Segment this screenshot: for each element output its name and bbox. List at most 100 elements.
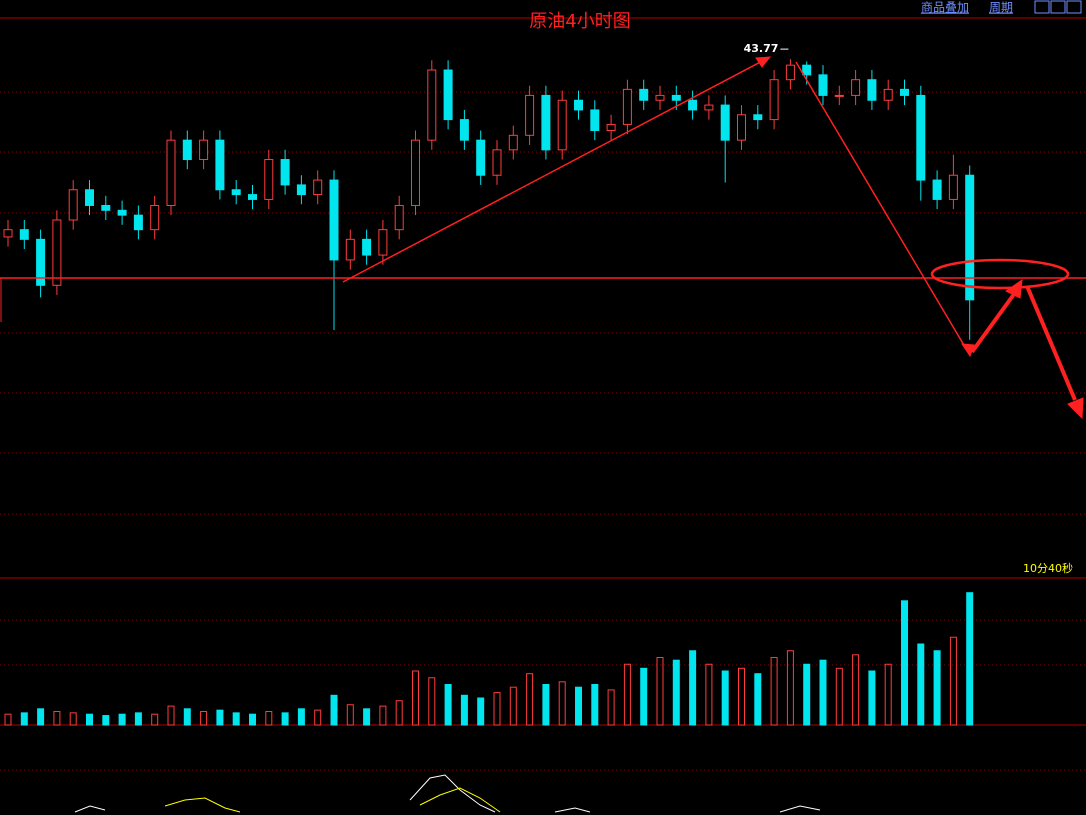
nav-left[interactable] — [1034, 0, 1050, 14]
volume-bar — [249, 713, 256, 726]
candle-body — [264, 159, 274, 200]
candle-body — [737, 114, 746, 141]
volume-bar — [216, 709, 224, 726]
indicator-line — [164, 797, 241, 813]
candle-body — [52, 219, 62, 286]
candle-body — [590, 109, 600, 131]
candle-body — [508, 134, 518, 151]
candle-body — [215, 139, 225, 191]
volume-bar — [966, 592, 974, 726]
volume-bar — [183, 708, 191, 726]
volume-bar — [363, 708, 371, 726]
volume-bar — [705, 663, 713, 726]
volume-bar — [526, 673, 534, 726]
candle-body — [427, 69, 437, 141]
volume-bar — [477, 697, 485, 726]
candle-body — [606, 123, 616, 131]
volume-bar — [428, 677, 436, 726]
volume-bar — [37, 708, 45, 726]
volume-bar — [868, 670, 876, 726]
volume-bar — [134, 712, 142, 726]
candle-body — [394, 204, 404, 231]
candle-body — [313, 179, 323, 196]
candle-body — [932, 179, 942, 200]
candle-body — [459, 119, 469, 141]
volume-bar — [281, 712, 289, 726]
volume-bar — [754, 673, 762, 726]
highlight-ellipse — [930, 258, 1070, 290]
chart-title: 原油4小时图 — [529, 11, 630, 32]
arrow-head — [1005, 278, 1023, 299]
volume-bar — [395, 700, 403, 726]
candle-body — [199, 139, 209, 161]
toolbar-button[interactable]: 商品叠加 — [921, 0, 969, 15]
candle-body — [411, 139, 420, 206]
candle-body — [704, 104, 714, 111]
volume-bar — [493, 692, 501, 726]
candle-body — [117, 209, 127, 216]
arrow-head — [755, 56, 772, 68]
nav-up[interactable] — [1066, 0, 1082, 14]
candle-body — [867, 79, 877, 101]
nav-right[interactable] — [1050, 0, 1066, 14]
volume-bar — [330, 694, 338, 726]
candle-body — [883, 88, 893, 101]
volume-bar — [917, 643, 925, 726]
volume-bar — [232, 712, 240, 726]
volume-bar — [623, 663, 631, 726]
annotations — [0, 56, 1086, 420]
volume-bar — [346, 704, 354, 726]
volume-bar — [721, 670, 729, 726]
candle-body — [769, 79, 779, 121]
candle-body — [541, 94, 551, 151]
candle-body — [345, 238, 355, 261]
volume-bar — [835, 667, 843, 726]
volume-bar — [102, 715, 110, 726]
volume-bar — [412, 670, 419, 726]
candle-body — [818, 74, 828, 96]
candle-body — [36, 238, 46, 286]
candle-body — [443, 69, 453, 121]
candle-body — [280, 159, 290, 186]
volume-bar — [558, 681, 566, 726]
candle-body — [329, 179, 339, 261]
indicator-line — [779, 805, 821, 813]
volume-bar — [640, 667, 648, 726]
volume-bar — [444, 684, 452, 726]
countdown: 10分40秒 — [1023, 561, 1073, 575]
candle-body — [182, 139, 192, 161]
candles: 43.77 — [3, 42, 975, 726]
arrow-head — [1067, 397, 1084, 420]
candle-body — [133, 214, 143, 231]
candle-body — [785, 64, 795, 81]
toolbar-button[interactable]: 周期 — [989, 1, 1013, 15]
indicator-line — [74, 805, 106, 813]
candle-body — [802, 64, 812, 76]
volume-bar — [118, 713, 126, 726]
volume-bar — [297, 708, 305, 726]
candle-body — [150, 204, 160, 231]
volume-bar — [314, 709, 322, 726]
candle-body — [753, 114, 763, 121]
drop-arrow — [1025, 285, 1077, 401]
candle-body — [900, 88, 909, 96]
volume-bar — [542, 684, 550, 726]
volume-bar — [786, 650, 794, 726]
candle-body — [622, 88, 632, 125]
volume-bar — [901, 600, 908, 726]
candle-body — [851, 79, 861, 96]
volume-bar — [770, 657, 778, 726]
indicator-line — [409, 774, 496, 813]
candle-body — [19, 229, 29, 240]
candle-body — [166, 139, 176, 206]
candle-body — [231, 189, 241, 196]
candle-body — [362, 238, 372, 256]
candle-body — [101, 204, 111, 211]
candle-body — [916, 94, 926, 181]
volume-bar — [884, 663, 892, 726]
volume-bar — [933, 650, 941, 726]
volume-bar — [607, 689, 615, 726]
volume-bar — [949, 636, 957, 726]
candle-body — [965, 174, 975, 301]
